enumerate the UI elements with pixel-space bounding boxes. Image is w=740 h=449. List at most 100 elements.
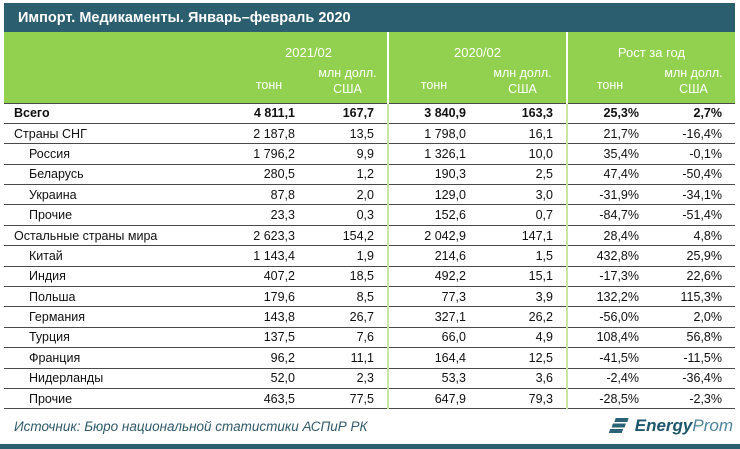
value-cell: 163,3 [479,102,567,124]
table-body: Всего 4 811,1 167,7 3 840,9 163,3 25,3% 2,7% Ст… [4,102,735,410]
value-cell: 1,2 [308,164,388,186]
value-cell: 129,0 [387,184,479,206]
value-cell: 10,0 [479,143,567,165]
row-label: Прочие [4,204,230,226]
value-cell: 47,4% [566,164,652,186]
table-row: Страны СНГ 2 187,8 13,5 1 798,0 16,1 21,7% -16… [4,123,735,145]
value-cell: 4,9 [479,327,567,349]
value-cell: -84,7% [566,204,652,226]
value-cell: 1 796,2 [230,143,308,165]
row-label: Польша [4,286,230,308]
table-row: Беларусь 280,5 1,2 190,3 2,5 47,4% -50,4% [4,164,735,186]
header-tons-2020: тонн [387,62,479,103]
usd-label-line2: США [333,82,362,96]
header-empty-cell [4,62,230,103]
value-cell: -11,5% [652,347,735,369]
row-label: Турция [4,327,230,349]
value-cell: 1,5 [479,245,567,267]
value-cell: 13,5 [308,123,388,145]
value-cell: 28,4% [566,225,652,247]
source-note: Источник: Бюро национальной статистики А… [14,418,368,434]
table-row: Россия 1 796,2 9,9 1 326,1 10,0 35,4% -0,1% [4,143,735,165]
value-cell: 167,7 [308,102,388,124]
value-cell: 16,1 [479,123,567,145]
value-cell: 147,1 [479,225,567,247]
value-cell: 214,6 [387,245,479,267]
value-cell: 3,9 [479,286,567,308]
value-cell: 143,8 [230,306,308,328]
value-cell: 1 798,0 [387,123,479,145]
table-row: Турция 137,5 7,6 66,0 4,9 108,4% 56,8% [4,327,735,349]
table-row: Прочие 23,3 0,3 152,6 0,7 -84,7% -51,4% [4,204,735,226]
table-row: Китай 1 143,4 1,9 214,6 1,5 432,8% 25,9% [4,245,735,267]
value-cell: 152,6 [387,204,479,226]
row-label: Остальные страны мира [4,225,230,247]
value-cell: 407,2 [230,266,308,288]
table-row: Всего 4 811,1 167,7 3 840,9 163,3 25,3% 2,7% [4,102,735,124]
value-cell: 115,3% [652,286,735,308]
value-cell: 137,5 [230,327,308,349]
value-cell: -41,5% [566,347,652,369]
value-cell: 190,3 [387,164,479,186]
value-cell: 53,3 [387,368,479,389]
value-cell: 432,8% [566,245,652,267]
table-row: Индия 407,2 18,5 492,2 15,1 -17,3% 22,6% [4,266,735,288]
value-cell: 2,3 [308,368,388,389]
value-cell: 11,1 [308,347,388,369]
page-title: Импорт. Медикаменты. Январь–февраль 2020 [18,9,351,26]
value-cell: 7,6 [308,327,388,349]
value-cell: -50,4% [652,164,735,186]
value-cell: 96,2 [230,347,308,369]
value-cell: 1 326,1 [387,143,479,165]
value-cell: 4,8% [652,225,735,247]
value-cell: -34,1% [652,184,735,206]
usd-label-line2: США [679,82,708,96]
value-cell: 3 840,9 [387,102,479,124]
header-tons-growth: тонн [566,62,652,103]
header-tons-2021: тонн [230,62,308,103]
value-cell: 12,5 [479,347,567,369]
table-row: Франция 96,2 11,1 164,4 12,5 -41,5% -11,5% [4,347,735,369]
header-group-2020: 2020/02 [387,32,567,62]
usd-label-line2: США [508,82,537,96]
value-cell: 9,9 [308,143,388,165]
footer: Источник: Бюро национальной статистики А… [4,409,735,443]
value-cell: -28,5% [566,388,652,410]
value-cell: 3,6 [479,368,567,389]
value-cell: 8,5 [308,286,388,308]
energyprom-logo: EnergyProm [607,416,735,436]
table-row: Германия 143,8 26,7 327,1 26,2 -56,0% 2,0% [4,306,735,328]
logo-text: EnergyProm [635,416,733,436]
row-label: Прочие [4,388,230,410]
table-row: Польша 179,6 8,5 77,3 3,9 132,2% 115,3% [4,286,735,308]
value-cell: 2 042,9 [387,225,479,247]
row-label: Нидерланды [4,368,230,389]
value-cell: 4 811,1 [230,102,308,124]
value-cell: 26,7 [308,306,388,328]
value-cell: -2,4% [566,368,652,389]
bottom-accent-bar [0,444,740,449]
table-row: Украина 87,8 2,0 129,0 3,0 -31,9% -34,1% [4,184,735,206]
value-cell: 2,0 [308,184,388,206]
value-cell: 21,7% [566,123,652,145]
row-label: Индия [4,266,230,288]
value-cell: 164,4 [387,347,479,369]
value-cell: 22,6% [652,266,735,288]
value-cell: 179,6 [230,286,308,308]
value-cell: 15,1 [479,266,567,288]
import-table: 2021/02 2020/02 Рост за год тонн млн дол… [4,32,735,410]
header-group-growth: Рост за год [566,32,735,62]
table-row: Остальные страны мира 2 623,3 154,2 2 042,9… [4,225,735,247]
value-cell: 35,4% [566,143,652,165]
row-label: Беларусь [4,164,230,186]
logo-prom: Prom [692,416,733,435]
header-usd-2020: млн долл. США [479,62,567,103]
row-label: Страны СНГ [4,123,230,145]
value-cell: 132,2% [566,286,652,308]
value-cell: -17,3% [566,266,652,288]
value-cell: 327,1 [387,306,479,328]
value-cell: 1,9 [308,245,388,267]
value-cell: -56,0% [566,306,652,328]
value-cell: 108,4% [566,327,652,349]
value-cell: -31,9% [566,184,652,206]
